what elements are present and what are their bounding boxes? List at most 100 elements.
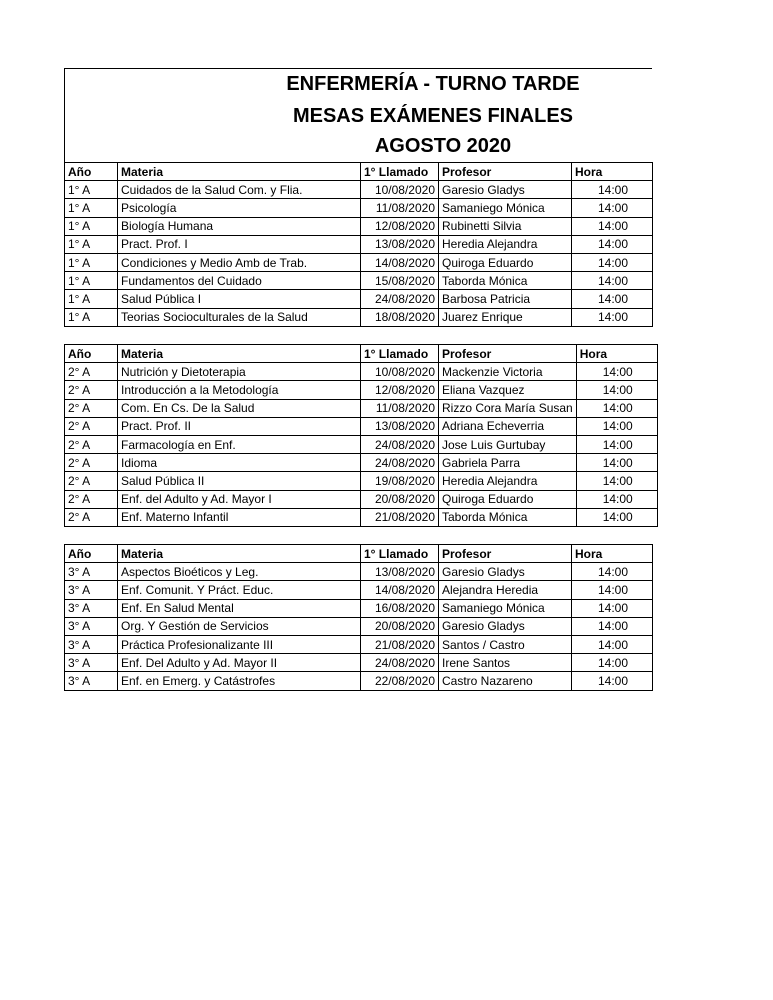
table-cell: Psicología xyxy=(117,198,361,218)
table-cell: Rizzo Cora María Susan xyxy=(438,398,577,418)
table-row: 1° A Teorias Socioculturales de la Salud 1… xyxy=(64,307,653,327)
exam-table: Año Materia 1° Llamado Profesor Hora 3° A Aspe… xyxy=(64,543,653,691)
header-cell: Hora xyxy=(571,543,653,564)
table-cell: 20/08/2020 xyxy=(360,489,439,509)
table-row: 2° A Pract. Prof. II 13/08/2020 Adriana Ech… xyxy=(64,416,658,436)
exam-table: Año Materia 1° Llamado Profesor Hora 2° A Nutr… xyxy=(64,343,658,527)
table-cell: Samaniego Mónica xyxy=(438,598,572,618)
header-cell: Profesor xyxy=(438,543,572,564)
table-cell: Garesio Gladys xyxy=(438,562,572,582)
table-cell: 12/08/2020 xyxy=(360,216,439,236)
table-cell: 1° A xyxy=(64,252,118,273)
table-cell: Enf. del Adulto y Ad. Mayor I xyxy=(117,489,361,509)
table-row: 3° A Práctica Profesionalizante III 21/08/… xyxy=(64,634,653,655)
table-cell: 14:00 xyxy=(571,307,653,327)
table-cell: Nutrición y Dietoterapia xyxy=(117,362,361,382)
table-cell: Salud Pública I xyxy=(117,289,361,309)
table-cell: Alejandra Heredia xyxy=(438,580,572,600)
table-cell: Mackenzie Victoria xyxy=(438,362,577,382)
header-cell: Materia xyxy=(117,161,361,182)
table-cell: 1° A xyxy=(64,289,118,309)
table-cell: 24/08/2020 xyxy=(360,289,439,309)
header-cell: 1° Llamado xyxy=(360,161,439,182)
table-cell: Gabriela Parra xyxy=(438,453,577,473)
table-cell: 2° A xyxy=(64,416,118,436)
table-cell: 3° A xyxy=(64,598,118,618)
table-cell: 20/08/2020 xyxy=(360,616,439,636)
table-cell: 24/08/2020 xyxy=(360,653,439,673)
table-cell: 2° A xyxy=(64,507,118,527)
table-cell: 2° A xyxy=(64,434,118,455)
title-box: ENFERMERÍA - TURNO TARDE MESAS EXÁMENES … xyxy=(64,68,652,162)
table-row: 3° A Org. Y Gestión de Servicios 20/08/202… xyxy=(64,616,653,636)
table-cell: Condiciones y Medio Amb de Trab. xyxy=(117,252,361,273)
table-cell: 21/08/2020 xyxy=(360,634,439,655)
table-cell: Biología Humana xyxy=(117,216,361,236)
table-cell: Garesio Gladys xyxy=(438,616,572,636)
table-cell: 3° A xyxy=(64,580,118,600)
table-cell: 14:00 xyxy=(575,507,658,527)
header-cell: Materia xyxy=(117,543,361,564)
header-cell: Hora xyxy=(571,161,653,182)
table-cell: Adriana Echeverria xyxy=(438,416,577,436)
table-cell: 14:00 xyxy=(571,562,653,582)
header-row: Año Materia 1° Llamado Profesor Hora xyxy=(64,161,653,182)
table-row: 1° A Salud Pública I 24/08/2020 Barbosa Pat… xyxy=(64,289,653,309)
header-row: Año Materia 1° Llamado Profesor Hora xyxy=(64,543,653,564)
table-cell: Cuidados de la Salud Com. y Flia. xyxy=(117,180,361,200)
header-cell: Año xyxy=(64,543,118,564)
table-cell: 1° A xyxy=(64,216,118,236)
table-cell: Garesio Gladys xyxy=(438,180,572,200)
table-cell: Pract. Prof. II xyxy=(117,416,361,436)
table-cell: 10/08/2020 xyxy=(360,180,439,200)
exam-table: Año Materia 1° Llamado Profesor Hora 1° A Cuid… xyxy=(64,161,653,327)
table-row: 3° A Enf. en Emerg. y Catástrofes 22/08/20… xyxy=(64,671,653,691)
table-row: 1° A Fundamentos del Cuidado 15/08/2020 Tab… xyxy=(64,271,653,291)
table-row: 2° A Salud Pública II 19/08/2020 Heredia Al… xyxy=(64,471,658,491)
table-cell: 2° A xyxy=(64,380,118,400)
table-cell: Heredia Alejandra xyxy=(438,234,572,254)
table-cell: 15/08/2020 xyxy=(360,271,439,291)
table-row: 1° A Cuidados de la Salud Com. y Flia. 10/… xyxy=(64,180,653,200)
table-row: 3° A Aspectos Bioéticos y Leg. 13/08/2020 G… xyxy=(64,562,653,582)
table-cell: 24/08/2020 xyxy=(360,453,439,473)
table-cell: Quiroga Eduardo xyxy=(438,489,577,509)
table-cell: Castro Nazareno xyxy=(438,671,572,691)
table-row: 3° A Enf. Comunit. Y Práct. Educ. 14/08/20… xyxy=(64,580,653,600)
table-cell: 14:00 xyxy=(571,289,653,309)
table-cell: 18/08/2020 xyxy=(360,307,439,327)
table-cell: 14:00 xyxy=(575,489,658,509)
table-cell: Salud Pública II xyxy=(117,471,361,491)
table-cell: Juarez Enrique xyxy=(438,307,572,327)
header-row: Año Materia 1° Llamado Profesor Hora xyxy=(64,343,658,364)
table-cell: 3° A xyxy=(64,634,118,655)
header-cell: Año xyxy=(64,161,118,182)
table-cell: Farmacología en Enf. xyxy=(117,434,361,455)
header-cell: Año xyxy=(64,343,118,364)
table-cell: Enf. en Emerg. y Catástrofes xyxy=(117,671,361,691)
table-cell: 16/08/2020 xyxy=(360,598,439,618)
table-cell: 2° A xyxy=(64,453,118,473)
header-cell: Hora xyxy=(575,343,658,364)
table-cell: 10/08/2020 xyxy=(360,362,439,382)
table-row: 2° A Enf. Materno Infantil 21/08/2020 Tabor… xyxy=(64,507,658,527)
table-cell: 14:00 xyxy=(575,434,658,455)
header-cell: Materia xyxy=(117,343,361,364)
table-cell: Samaniego Mónica xyxy=(438,198,572,218)
table-cell: 14:00 xyxy=(571,252,653,273)
table-cell: Pract. Prof. I xyxy=(117,234,361,254)
table-cell: 2° A xyxy=(64,362,118,382)
table-cell: Com. En Cs. De la Salud xyxy=(117,398,361,418)
table-cell: 14:00 xyxy=(575,471,658,491)
table-cell: 14:00 xyxy=(575,362,658,382)
table-cell: 14:00 xyxy=(575,380,658,400)
table-cell: Taborda Mónica xyxy=(438,507,577,527)
table-row: 1° A Biología Humana 12/08/2020 Rubinetti S… xyxy=(64,216,653,236)
title-line: ENFERMERÍA - TURNO TARDE xyxy=(286,73,580,95)
table-cell: Quiroga Eduardo xyxy=(438,252,572,273)
table-cell: 1° A xyxy=(64,271,118,291)
table-cell: 14:00 xyxy=(571,634,653,655)
header-cell: Profesor xyxy=(438,161,572,182)
table-cell: 14:00 xyxy=(571,598,653,618)
